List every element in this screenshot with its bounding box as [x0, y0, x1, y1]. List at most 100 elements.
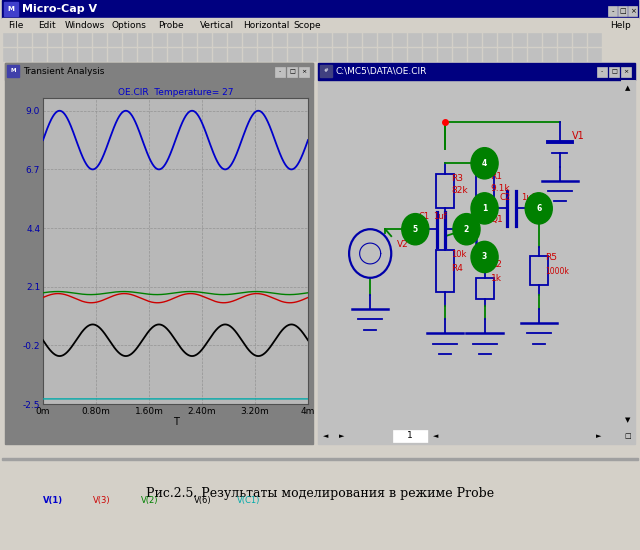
Bar [4, 2, 18, 16]
Text: 1k: 1k [491, 274, 502, 283]
Bar [609, 67, 619, 77]
Bar [393, 48, 406, 61]
Bar [476, 278, 493, 299]
Bar [7, 65, 19, 77]
Text: Scope: Scope [293, 20, 321, 30]
Bar [299, 67, 309, 77]
Text: 1: 1 [482, 204, 487, 213]
Circle shape [525, 192, 552, 224]
Bar [608, 6, 617, 16]
Bar [530, 256, 548, 285]
Text: C:\MC5\DATA\OE.CIR: C:\MC5\DATA\OE.CIR [336, 67, 428, 75]
Text: V(3): V(3) [93, 496, 111, 505]
Bar [597, 67, 607, 77]
Text: M: M [8, 6, 15, 12]
Bar [348, 33, 361, 46]
Text: V(6): V(6) [194, 496, 212, 505]
Bar [408, 33, 421, 46]
Text: 1000k: 1000k [545, 267, 568, 276]
Bar [423, 33, 436, 46]
Bar [243, 33, 256, 46]
Bar [558, 48, 571, 61]
Text: V(2): V(2) [141, 496, 159, 505]
Bar [528, 33, 541, 46]
Bar [621, 67, 631, 77]
Bar [558, 33, 571, 46]
Text: ►: ► [339, 433, 345, 439]
Bar [108, 48, 121, 61]
Bar [48, 33, 61, 46]
Bar [273, 33, 286, 46]
Bar [438, 48, 451, 61]
Text: C1: C1 [419, 212, 429, 221]
Bar [275, 67, 285, 77]
Bar [2, 458, 638, 460]
Bar [168, 33, 181, 46]
Bar [607, 428, 621, 444]
Text: ◄: ◄ [323, 433, 329, 439]
Bar [243, 48, 256, 61]
Text: Micro-Cap V: Micro-Cap V [22, 4, 97, 14]
Bar [288, 48, 301, 61]
Text: 3: 3 [482, 252, 487, 261]
Bar [93, 33, 106, 46]
Bar [123, 33, 136, 46]
Text: ×: × [301, 69, 307, 74]
Bar [318, 428, 621, 444]
Bar [153, 48, 166, 61]
Bar [393, 430, 428, 442]
Bar [393, 33, 406, 46]
Bar [318, 33, 331, 46]
Text: File: File [8, 20, 24, 30]
Bar [153, 33, 166, 46]
Bar [198, 33, 211, 46]
Bar [2, 0, 638, 18]
Bar [33, 48, 46, 61]
Bar [138, 48, 151, 61]
Bar [621, 80, 635, 428]
Bar [498, 33, 511, 46]
Bar [138, 33, 151, 46]
Bar [428, 428, 444, 444]
Text: R5: R5 [545, 254, 557, 262]
Text: Options: Options [112, 20, 147, 30]
Bar [93, 48, 106, 61]
Bar [378, 48, 391, 61]
Bar [228, 48, 241, 61]
X-axis label: T: T [173, 417, 179, 427]
Bar [18, 33, 31, 46]
Bar [63, 33, 76, 46]
Text: □: □ [611, 69, 617, 74]
Text: 5: 5 [413, 225, 418, 234]
Text: Help: Help [610, 20, 631, 30]
Bar [513, 48, 526, 61]
Text: Horizontal: Horizontal [243, 20, 289, 30]
Text: Q1: Q1 [491, 215, 503, 224]
Bar [5, 63, 313, 444]
Text: 10k: 10k [451, 250, 467, 259]
Bar [621, 80, 635, 95]
Bar [287, 67, 297, 77]
Bar [621, 428, 635, 444]
Bar [63, 48, 76, 61]
Bar [123, 48, 136, 61]
Text: 9.1k: 9.1k [491, 184, 510, 193]
Text: ×: × [623, 69, 628, 74]
Text: R1: R1 [491, 172, 502, 181]
Text: V1: V1 [572, 130, 584, 140]
Bar [573, 48, 586, 61]
Bar [78, 48, 91, 61]
Text: -: - [601, 69, 603, 74]
Bar [333, 33, 346, 46]
Bar [628, 6, 637, 16]
Bar [2, 18, 638, 32]
Circle shape [471, 147, 498, 179]
Bar [318, 63, 635, 444]
Text: □: □ [289, 69, 295, 74]
Bar [213, 48, 226, 61]
Bar [468, 48, 481, 61]
Text: ►: ► [596, 433, 602, 439]
Text: #: # [324, 69, 328, 74]
Bar [543, 33, 556, 46]
Text: ◄: ◄ [433, 433, 438, 439]
